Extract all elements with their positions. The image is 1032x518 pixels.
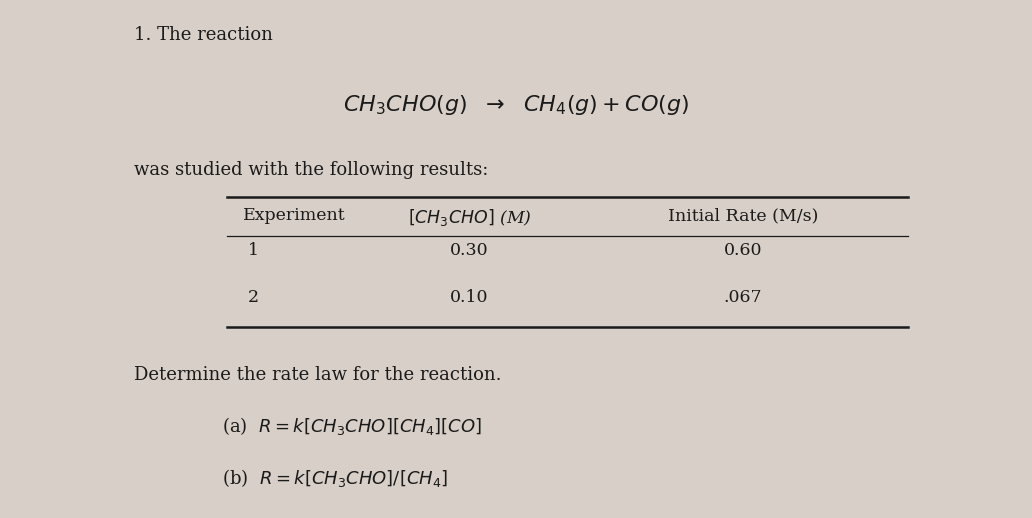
Text: (b)  $R = k[CH_3CHO]/[CH_4]$: (b) $R = k[CH_3CHO]/[CH_4]$ — [222, 467, 448, 489]
Text: 2: 2 — [248, 289, 259, 306]
Text: $CH_3CHO(g)\ \ \rightarrow\ \ CH_4(g) + CO(g)$: $CH_3CHO(g)\ \ \rightarrow\ \ CH_4(g) + … — [343, 93, 689, 117]
Text: 1. The reaction: 1. The reaction — [134, 26, 273, 44]
Text: 0.30: 0.30 — [450, 242, 489, 259]
Text: Experiment: Experiment — [243, 207, 345, 224]
Text: Initial Rate (M/s): Initial Rate (M/s) — [668, 207, 818, 224]
Text: (a)  $R = k[CH_3CHO][CH_4][CO]$: (a) $R = k[CH_3CHO][CH_4][CO]$ — [222, 415, 482, 437]
Text: 0.10: 0.10 — [450, 289, 489, 306]
Text: $[CH_3CHO]$ (M): $[CH_3CHO]$ (M) — [408, 207, 531, 228]
Text: Determine the rate law for the reaction.: Determine the rate law for the reaction. — [134, 366, 502, 384]
Text: .067: .067 — [723, 289, 763, 306]
Text: 1: 1 — [248, 242, 259, 259]
Text: was studied with the following results:: was studied with the following results: — [134, 161, 488, 179]
Text: 0.60: 0.60 — [723, 242, 763, 259]
